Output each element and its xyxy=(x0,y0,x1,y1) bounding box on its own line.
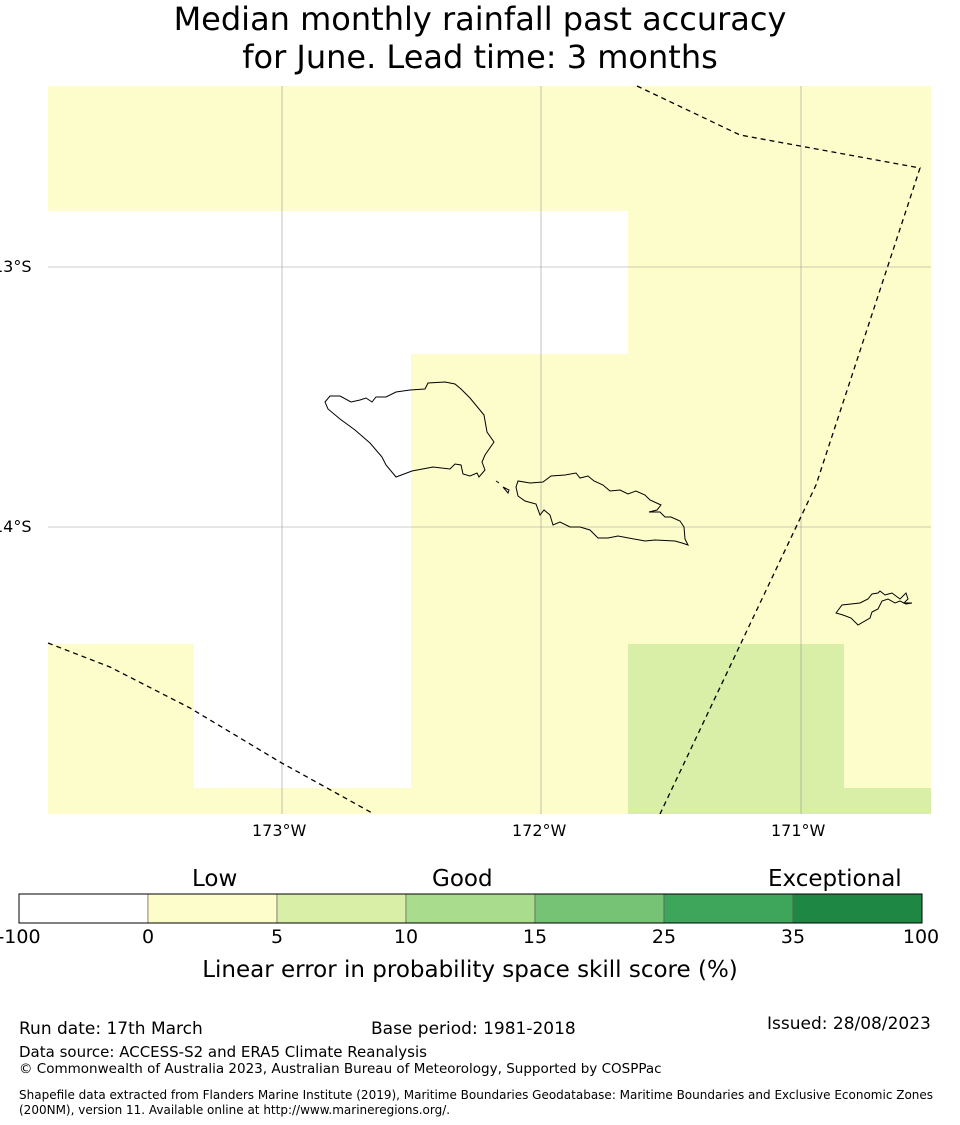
colorbar-swatch xyxy=(147,893,278,924)
skill-fill-layer xyxy=(48,86,931,814)
colorbar-swatch xyxy=(405,893,536,924)
lat-label-13s: 13°S xyxy=(0,257,32,276)
colorbar-swatches xyxy=(18,893,923,924)
colorbar-swatch xyxy=(534,893,665,924)
colorbar-tick: -100 xyxy=(0,926,41,948)
title-line-1: Median monthly rainfall past accuracy xyxy=(173,0,787,38)
eez-boundary-southwest xyxy=(47,642,375,815)
gridlines xyxy=(48,86,931,814)
coastlines xyxy=(324,381,913,626)
colorbar-swatch xyxy=(18,893,149,924)
colorbar-tick: 100 xyxy=(902,926,940,948)
colorbar-swatch xyxy=(663,893,794,924)
issued-date: Issued: 28/08/2023 xyxy=(767,1014,931,1034)
manono-island-coast xyxy=(495,480,500,484)
category-label-exceptional: Exceptional xyxy=(768,866,902,892)
lon-label-171w: 171°W xyxy=(771,821,826,840)
title-line-2: for June. Lead time: 3 months xyxy=(242,38,718,76)
category-label-good: Good xyxy=(432,866,493,892)
colorbar-tick: 5 xyxy=(270,926,284,948)
colorbar-outline xyxy=(18,893,923,924)
shapefile-credit-line-1: Shapefile data extracted from Flanders M… xyxy=(19,1088,934,1102)
tutuila-island-coast xyxy=(835,590,913,626)
colorbar-title: Linear error in probability space skill … xyxy=(202,957,738,983)
no-skill-region xyxy=(48,211,628,788)
chart-title: Median monthly rainfall past accuracy fo… xyxy=(0,0,960,76)
lat-label-14s: 14°S xyxy=(0,517,32,536)
lon-label-172w: 172°W xyxy=(512,821,567,840)
category-label-low: Low xyxy=(192,866,238,892)
base-period: Base period: 1981-2018 xyxy=(371,1019,576,1039)
colorbar-tick: 10 xyxy=(393,926,419,948)
colorbar-tick: 15 xyxy=(522,926,548,948)
colorbar xyxy=(18,893,923,924)
apolima-island-coast xyxy=(502,486,510,495)
eez-boundary-northeast xyxy=(636,85,921,815)
savaii-island-coast xyxy=(324,381,495,478)
shapefile-credit-line-2: (200NM), version 11. Available online at… xyxy=(19,1103,451,1117)
data-source: Data source: ACCESS-S2 and ERA5 Climate … xyxy=(19,1043,427,1061)
colorbar-tick: 25 xyxy=(651,926,677,948)
moderate-skill-block xyxy=(628,644,844,814)
colorbar-tick: 0 xyxy=(141,926,155,948)
upolu-island-coast xyxy=(515,472,689,546)
copyright: © Commonwealth of Australia 2023, Austra… xyxy=(19,1061,662,1077)
colorbar-swatch xyxy=(276,893,407,924)
maritime-boundaries xyxy=(47,85,921,815)
lon-label-173w: 173°W xyxy=(252,821,307,840)
colorbar-tick: 35 xyxy=(780,926,806,948)
moderate-skill-strip xyxy=(844,788,931,814)
run-date: Run date: 17th March xyxy=(19,1019,203,1039)
colorbar-swatch xyxy=(792,893,923,924)
